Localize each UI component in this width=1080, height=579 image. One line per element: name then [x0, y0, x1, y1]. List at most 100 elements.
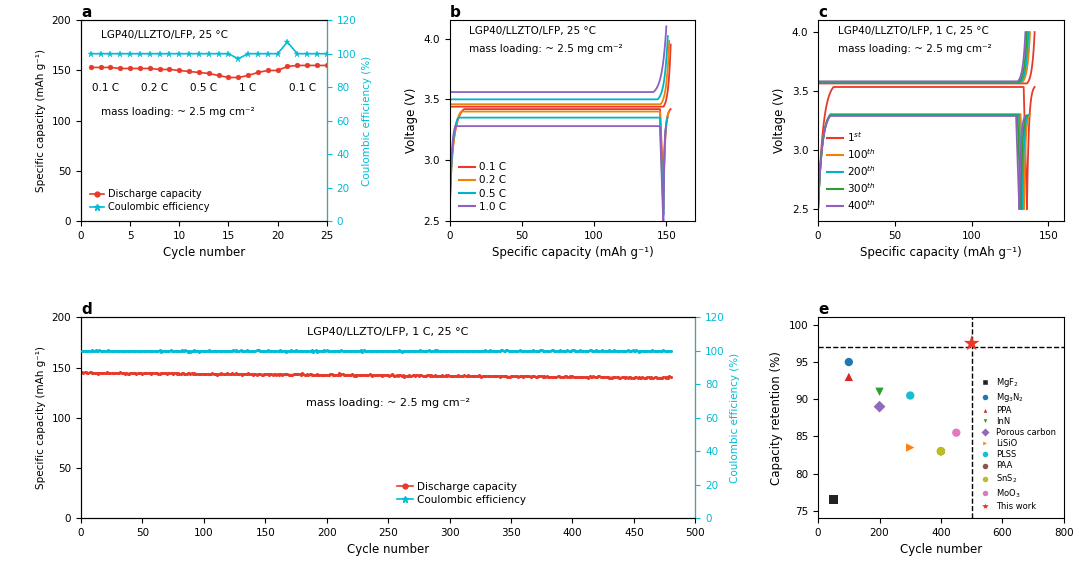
Point — [625, 373, 643, 382]
Point — [321, 370, 338, 379]
Point — [314, 347, 332, 356]
Point — [305, 371, 322, 380]
Point — [635, 373, 652, 383]
Text: mass loading: ~ 2.5 mg cm⁻²: mass loading: ~ 2.5 mg cm⁻² — [469, 45, 623, 54]
Point — [360, 346, 377, 356]
Point — [171, 369, 188, 379]
Point — [418, 346, 435, 356]
Point — [245, 346, 262, 356]
Legend: 1$^{st}$, 100$^{th}$, 200$^{th}$, 300$^{th}$, 400$^{th}$: 1$^{st}$, 100$^{th}$, 200$^{th}$, 300$^{… — [823, 126, 880, 216]
Point — [289, 346, 307, 356]
Point — [609, 346, 626, 356]
Point — [656, 346, 673, 356]
Point — [599, 346, 617, 356]
Point — [364, 371, 381, 380]
Point — [281, 346, 298, 356]
Point — [445, 371, 462, 380]
Point — [630, 347, 647, 356]
Point — [448, 371, 465, 380]
Point — [322, 370, 339, 379]
Point — [432, 371, 449, 380]
Point — [545, 372, 563, 382]
Text: a: a — [81, 5, 92, 20]
Point — [231, 347, 248, 356]
Point — [554, 346, 571, 356]
Text: d: d — [81, 302, 92, 317]
Point — [227, 346, 244, 355]
Point — [192, 369, 210, 378]
Point — [306, 371, 323, 380]
Point — [432, 346, 449, 356]
Point — [353, 371, 370, 380]
Point — [540, 346, 557, 356]
Point — [121, 346, 138, 356]
Point — [459, 371, 476, 380]
Point — [107, 368, 124, 378]
Point — [96, 347, 113, 356]
Point — [387, 371, 404, 380]
Point — [460, 371, 477, 380]
Point — [526, 372, 543, 381]
Point — [618, 346, 635, 356]
Point — [444, 347, 461, 356]
Point — [153, 368, 171, 378]
Point — [280, 346, 297, 356]
Point — [578, 346, 595, 356]
Point — [226, 369, 243, 378]
Point — [402, 346, 419, 356]
Point — [163, 346, 180, 356]
Point — [444, 371, 461, 380]
Point — [123, 347, 140, 356]
Point — [76, 368, 93, 377]
Point — [561, 346, 578, 356]
Point — [161, 368, 178, 378]
Point — [312, 370, 329, 379]
Point — [386, 346, 403, 355]
Point — [261, 369, 279, 379]
Point — [617, 373, 634, 383]
Y-axis label: Specific capacity (mAh g⁻¹): Specific capacity (mAh g⁻¹) — [36, 346, 46, 489]
Point — [316, 370, 334, 379]
Point — [646, 373, 663, 382]
Point — [624, 346, 642, 355]
Point — [342, 371, 360, 380]
Point — [569, 346, 586, 355]
Point — [296, 346, 313, 356]
Point — [525, 372, 542, 381]
Point — [474, 371, 491, 380]
Point — [294, 346, 311, 356]
Point — [143, 369, 160, 378]
Point — [557, 372, 575, 381]
Point — [352, 346, 369, 355]
Point — [476, 346, 494, 355]
Point — [340, 347, 357, 356]
Point — [589, 372, 606, 382]
Point — [615, 346, 632, 355]
Point — [82, 368, 99, 377]
Point — [413, 371, 430, 380]
Point — [253, 347, 270, 356]
Point — [552, 346, 569, 355]
Point — [514, 346, 531, 356]
Point — [415, 371, 432, 380]
Point — [106, 369, 123, 378]
Point — [339, 371, 356, 380]
Point — [564, 346, 581, 355]
Point — [253, 370, 270, 379]
Point — [334, 370, 351, 379]
Point — [457, 346, 474, 356]
Point — [492, 346, 510, 355]
Point — [280, 370, 297, 379]
Point — [435, 346, 453, 356]
Point — [400, 371, 417, 380]
Point — [583, 373, 600, 382]
Point — [271, 346, 288, 355]
Point — [623, 346, 640, 356]
Point — [221, 369, 239, 378]
Point — [409, 346, 427, 355]
Point — [284, 346, 301, 355]
Point — [468, 371, 485, 380]
Point — [650, 373, 667, 382]
Point — [654, 346, 672, 355]
Point — [170, 346, 187, 356]
